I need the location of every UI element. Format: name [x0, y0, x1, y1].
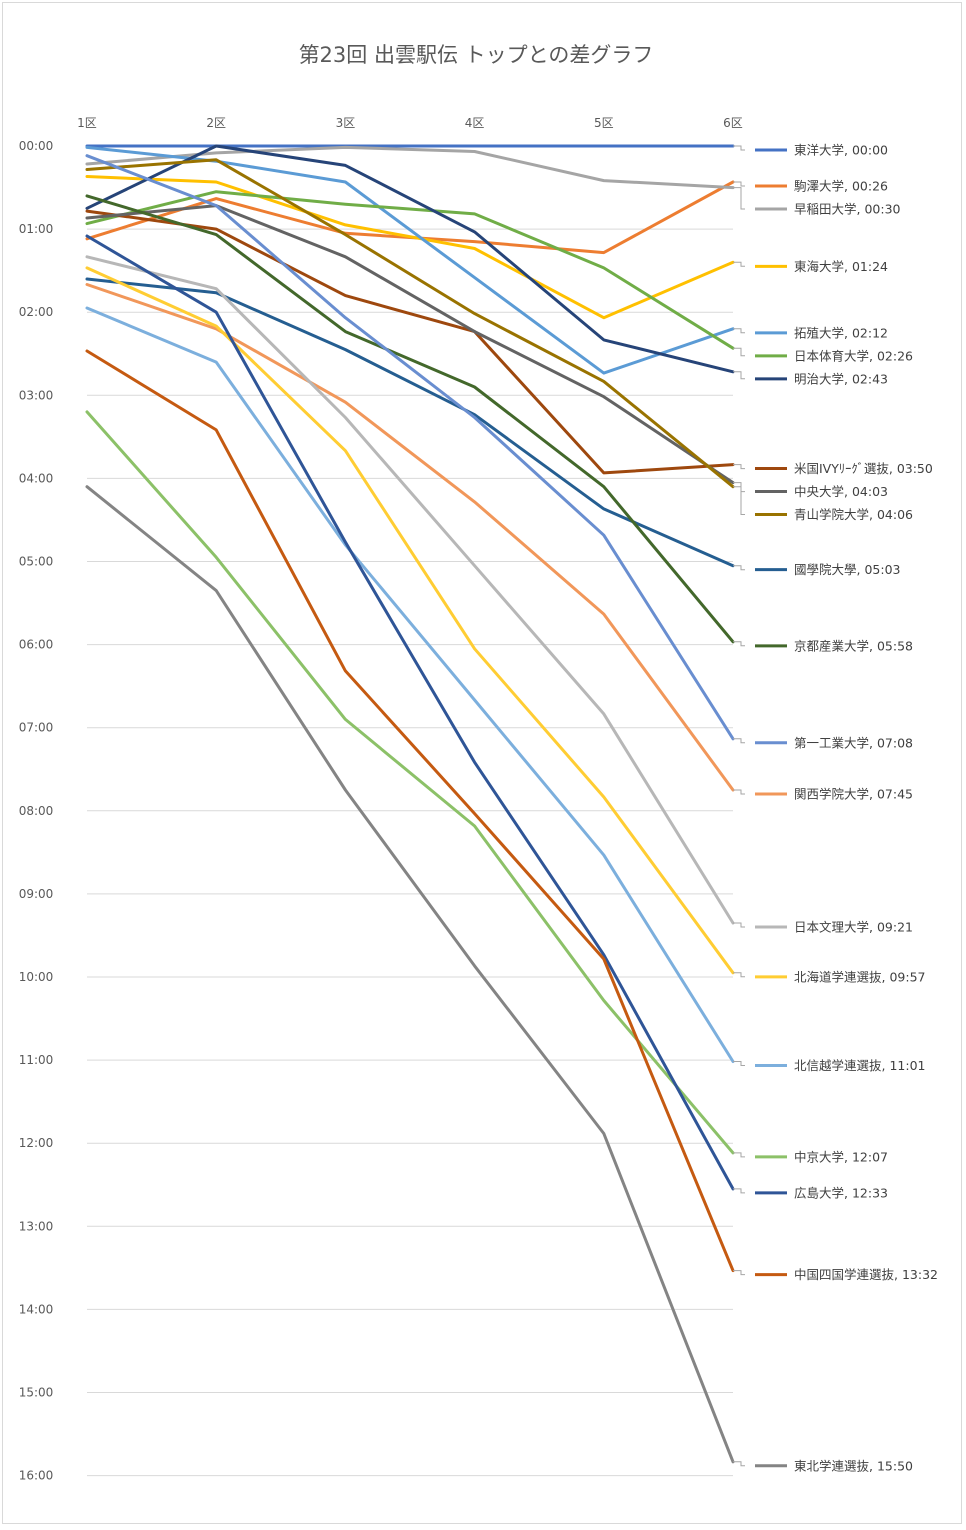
leader-line [733, 972, 745, 978]
series-line [85, 255, 735, 925]
x-tick-label: 3区 [336, 116, 356, 130]
x-tick-label: 5区 [594, 116, 614, 130]
y-tick-label: 15:00 [19, 1386, 54, 1400]
y-tick-label: 08:00 [19, 804, 54, 818]
y-tick-label: 02:00 [19, 305, 54, 319]
data-label: 京都産業大学, 05:58 [794, 638, 913, 653]
leader-line [733, 261, 745, 267]
data-label: 明治大学, 02:43 [794, 371, 888, 386]
series-line [85, 266, 735, 975]
series-line [85, 194, 735, 644]
leader-line [733, 486, 745, 515]
series-line [85, 158, 735, 489]
series-line [85, 349, 735, 1273]
data-label: 中京大学, 12:07 [794, 1149, 888, 1164]
y-tick-label: 14:00 [19, 1302, 54, 1316]
y-tick-label: 05:00 [19, 555, 54, 569]
y-tick-label: 13:00 [19, 1219, 54, 1233]
series-lines [85, 144, 735, 1464]
y-tick-label: 12:00 [19, 1136, 54, 1150]
y-tick-label: 11:00 [19, 1053, 54, 1067]
y-tick-label: 06:00 [19, 638, 54, 652]
series-line [85, 190, 735, 350]
data-label: 北信越学連選抜, 11:01 [794, 1058, 925, 1073]
data-label: 駒澤大学, 00:26 [794, 179, 888, 194]
leader-line [733, 371, 745, 380]
data-label: 中央大学, 04:03 [794, 484, 888, 499]
leader-line [733, 464, 745, 470]
series-line [85, 485, 735, 1464]
x-axis-ticks: 1区 2区 3区 4区 5区 6区 [77, 116, 743, 130]
x-tick-label: 1区 [77, 116, 97, 130]
leader-line [733, 1270, 745, 1276]
leader-line [733, 145, 745, 151]
data-label: 第一工業大学, 07:08 [794, 735, 913, 750]
y-tick-label: 01:00 [19, 222, 54, 236]
leader-line [733, 1461, 745, 1467]
chart-title: 第23回 出雲駅伝 トップとの差グラフ [298, 43, 654, 67]
y-tick-label: 16:00 [19, 1469, 54, 1483]
series-line [85, 145, 735, 375]
leader-line [733, 641, 745, 647]
data-label: 東海大学, 01:24 [794, 259, 888, 274]
x-tick-label: 2区 [206, 116, 226, 130]
leader-line [733, 922, 745, 928]
series-line [85, 209, 735, 475]
series-line [85, 234, 735, 1191]
data-label: 拓殖大学, 02:12 [794, 325, 888, 340]
series-line [85, 144, 735, 374]
data-label: 東洋大学, 00:00 [794, 143, 888, 158]
series-line [85, 204, 735, 485]
leader-line [733, 1061, 745, 1066]
data-label: 早稲田大学, 00:30 [794, 202, 901, 217]
series-line [85, 410, 735, 1155]
leader-line [733, 347, 745, 357]
leader-line [733, 181, 745, 187]
series-line [85, 283, 735, 792]
series-line [85, 306, 735, 1063]
y-tick-label: 04:00 [19, 471, 54, 485]
data-label: 中国四国学連選抜, 13:32 [794, 1267, 938, 1282]
data-label: 北海道学連選抜, 09:57 [794, 969, 925, 984]
y-tick-label: 00:00 [19, 139, 54, 153]
data-label: 日本文理大学, 09:21 [794, 919, 913, 934]
leader-line [733, 1188, 745, 1194]
series-line [85, 277, 735, 568]
y-tick-label: 03:00 [19, 388, 54, 402]
leader-line [733, 328, 745, 334]
leader-line [733, 565, 745, 571]
data-label: 関西学院大学, 07:45 [794, 787, 913, 802]
leader-line [733, 1152, 745, 1158]
leader-line [733, 738, 745, 744]
x-tick-label: 6区 [723, 116, 743, 130]
y-tick-label: 07:00 [19, 721, 54, 735]
y-axis-ticks: 00:00 01:00 02:00 03:00 04:00 05:00 06:00 07:00… [19, 139, 54, 1483]
data-label: 東北学連選抜, 15:50 [794, 1458, 913, 1473]
series-line [85, 175, 735, 320]
data-label: 米国IVYﾘｰｸﾞ選抜, 03:50 [794, 461, 933, 476]
data-label: 日本体育大学, 02:26 [794, 348, 913, 363]
gridlines [87, 145, 733, 1477]
series-line [85, 154, 735, 741]
data-label: 広島大学, 12:33 [794, 1185, 888, 1200]
x-tick-label: 4区 [465, 116, 485, 130]
y-tick-label: 10:00 [19, 970, 54, 984]
y-tick-label: 09:00 [19, 887, 54, 901]
legend: 東洋大学, 00:00 駒澤大学, 00:26 早稲田大学, 00:30 東海大学, … [733, 143, 938, 1473]
data-label: 國學院大學, 05:03 [794, 562, 900, 577]
data-label: 青山学院大学, 04:06 [794, 507, 913, 522]
leader-line [733, 187, 745, 210]
leader-line [733, 789, 745, 795]
